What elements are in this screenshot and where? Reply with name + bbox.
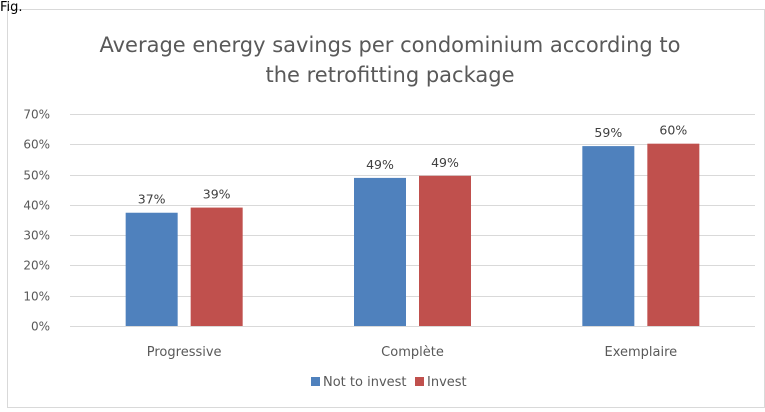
y-tick-label: 40% <box>23 199 50 213</box>
x-category-label: Exemplaire <box>604 345 677 360</box>
legend-swatch <box>415 377 424 386</box>
x-category-label: Complète <box>381 345 444 360</box>
gridlines <box>70 114 755 327</box>
legend: Not to invest Invest <box>311 375 467 390</box>
data-labels: 37% 39% 49% 49% 59% 60% <box>138 123 688 207</box>
legend-swatch <box>311 377 320 386</box>
bars <box>125 143 700 326</box>
bar-not-to-invest-0 <box>125 212 178 326</box>
bar-invest-2 <box>647 143 700 326</box>
y-tick-label: 30% <box>23 229 50 243</box>
y-tick-label: 20% <box>23 259 50 273</box>
y-tick-label: 50% <box>23 169 50 183</box>
x-category-label: Progressive <box>147 345 222 360</box>
data-label: 60% <box>659 123 687 138</box>
y-tick-label: 70% <box>23 108 50 122</box>
legend-label: Not to invest <box>323 375 407 390</box>
chart-title-line-2: the retrofitting package <box>266 63 515 87</box>
data-label: 49% <box>366 157 394 172</box>
data-label: 49% <box>431 155 459 170</box>
y-axis: 0% 10% 20% 30% 40% 50% 60% 70% <box>23 108 50 334</box>
legend-label: Invest <box>427 375 467 390</box>
y-tick-label: 10% <box>23 290 50 304</box>
data-label: 59% <box>594 125 622 140</box>
data-label: 37% <box>138 192 166 207</box>
bar-not-to-invest-1 <box>354 177 406 326</box>
y-tick-label: 60% <box>23 138 50 152</box>
chart-title-line-1: Average energy savings per condominium a… <box>99 33 680 57</box>
figure-label: Fig. <box>0 0 23 15</box>
x-axis: Progressive Complète Exemplaire <box>147 345 677 360</box>
bar-invest-1 <box>419 175 471 326</box>
data-label: 39% <box>203 187 231 202</box>
chart-title: Average energy savings per condominium a… <box>99 33 680 87</box>
bar-invest-0 <box>190 207 243 326</box>
bar-not-to-invest-2 <box>582 146 635 326</box>
y-tick-label: 0% <box>31 320 50 334</box>
